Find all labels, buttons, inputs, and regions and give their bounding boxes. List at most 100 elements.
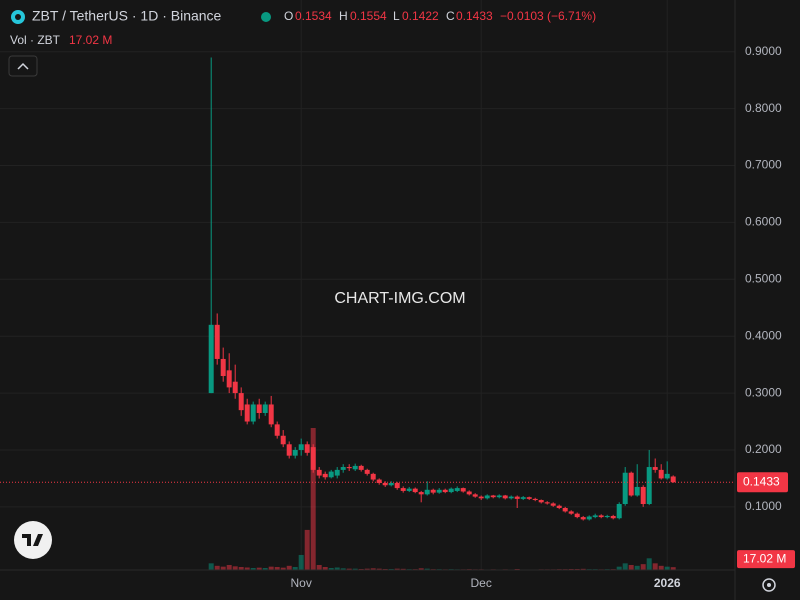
candle-body (280, 435, 286, 445)
candle-body (346, 467, 352, 469)
volume-bar (214, 565, 220, 570)
candle-body (604, 515, 610, 518)
volume-badge (737, 550, 795, 569)
volume-bar (568, 568, 574, 570)
volume-bar (652, 563, 658, 570)
y-tick-label: 0.5000 (745, 271, 782, 285)
candle-body (610, 515, 616, 519)
candle-body (334, 469, 340, 476)
candle-body (304, 444, 310, 453)
volume-value: 17.02 M (69, 33, 112, 47)
candle-body (562, 507, 568, 512)
candle-body (586, 516, 592, 520)
candle-body (466, 491, 472, 495)
candle-body (328, 471, 334, 478)
y-tick-label: 0.1000 (745, 499, 782, 513)
candle-body (490, 495, 496, 498)
candle-body (664, 473, 670, 479)
candle-body (598, 515, 604, 518)
candle-body (250, 404, 256, 422)
x-tick-label: Nov (291, 576, 312, 590)
x-tick-label: 2026 (654, 576, 681, 590)
ohlc-letter: L (393, 9, 400, 23)
logo-mark (22, 534, 43, 546)
candle-body (484, 495, 490, 499)
candle-body (244, 404, 250, 422)
volume-bar (298, 554, 304, 570)
volume-bar (334, 567, 340, 570)
candle-body (640, 486, 646, 505)
volume-badge-label: 17.02 M (743, 551, 786, 565)
volume-bar (262, 567, 268, 570)
candle-body (256, 404, 262, 413)
volume-bar (328, 567, 334, 570)
candle-body (634, 486, 640, 496)
candle-body (214, 324, 220, 359)
volume-bar (292, 566, 298, 570)
candle-body (208, 324, 214, 394)
volume-bar (670, 567, 676, 570)
volume-bar (244, 567, 250, 570)
candle-body (352, 465, 358, 470)
candle-body (316, 469, 322, 476)
volume-bar (664, 566, 670, 570)
candle-body (568, 511, 574, 514)
candle-body (400, 488, 406, 491)
volume-bar (274, 566, 280, 570)
candle-body (436, 489, 442, 493)
symbol-icon-inner (15, 14, 21, 20)
volume-bar (352, 568, 358, 570)
collapse-button[interactable] (8, 55, 38, 77)
candle-body (526, 497, 532, 499)
volume-bar (340, 568, 346, 570)
candle-body (226, 370, 232, 388)
volume-bar (364, 568, 370, 570)
volume-bar (256, 567, 262, 570)
volume-bar (220, 566, 226, 570)
candle-body (412, 488, 418, 493)
volume-bar (418, 568, 424, 570)
volume-bar (346, 568, 352, 570)
candle-body (508, 496, 514, 499)
volume-bar (286, 565, 292, 570)
candle-body (442, 489, 448, 493)
logo[interactable] (14, 521, 52, 559)
change: −0.0103 (−6.71%) (500, 9, 596, 23)
y-tick-label: 0.2000 (745, 442, 782, 456)
candle-body (580, 517, 586, 520)
candle-body (574, 513, 580, 518)
symbol-title[interactable]: ZBT / TetherUS · 1D · Binance (32, 8, 222, 24)
market-status[interactable] (261, 12, 271, 22)
ohlc-value: 0.1554 (350, 9, 387, 23)
candle-body (670, 476, 676, 483)
marks (0, 57, 735, 570)
volume-bar (658, 565, 664, 570)
volume-bar (280, 567, 286, 570)
candle-body (322, 473, 328, 478)
y-tick-label: 0.3000 (745, 385, 782, 399)
candle-body (424, 489, 430, 495)
last-price-badge (737, 472, 788, 493)
volume-bar (226, 564, 232, 570)
candle-body (472, 494, 478, 497)
candle-body (406, 488, 412, 491)
volume-bar (322, 566, 328, 570)
candle-body (592, 515, 598, 518)
candle-body (370, 473, 376, 480)
candle-body (388, 482, 394, 486)
ohlc-letter: C (446, 9, 455, 23)
volume-bar (250, 567, 256, 570)
settings-button[interactable] (762, 578, 776, 592)
candle-body (556, 505, 562, 508)
last-price-label: 0.1433 (743, 474, 780, 488)
volume-bar (376, 568, 382, 570)
volume-bar (424, 568, 430, 570)
candle-body (622, 472, 628, 505)
ohlc-value: 0.1433 (456, 9, 493, 23)
candle-body (292, 449, 298, 456)
candle-body (232, 381, 238, 394)
candle-body (646, 467, 652, 505)
volume-bar (574, 568, 580, 570)
